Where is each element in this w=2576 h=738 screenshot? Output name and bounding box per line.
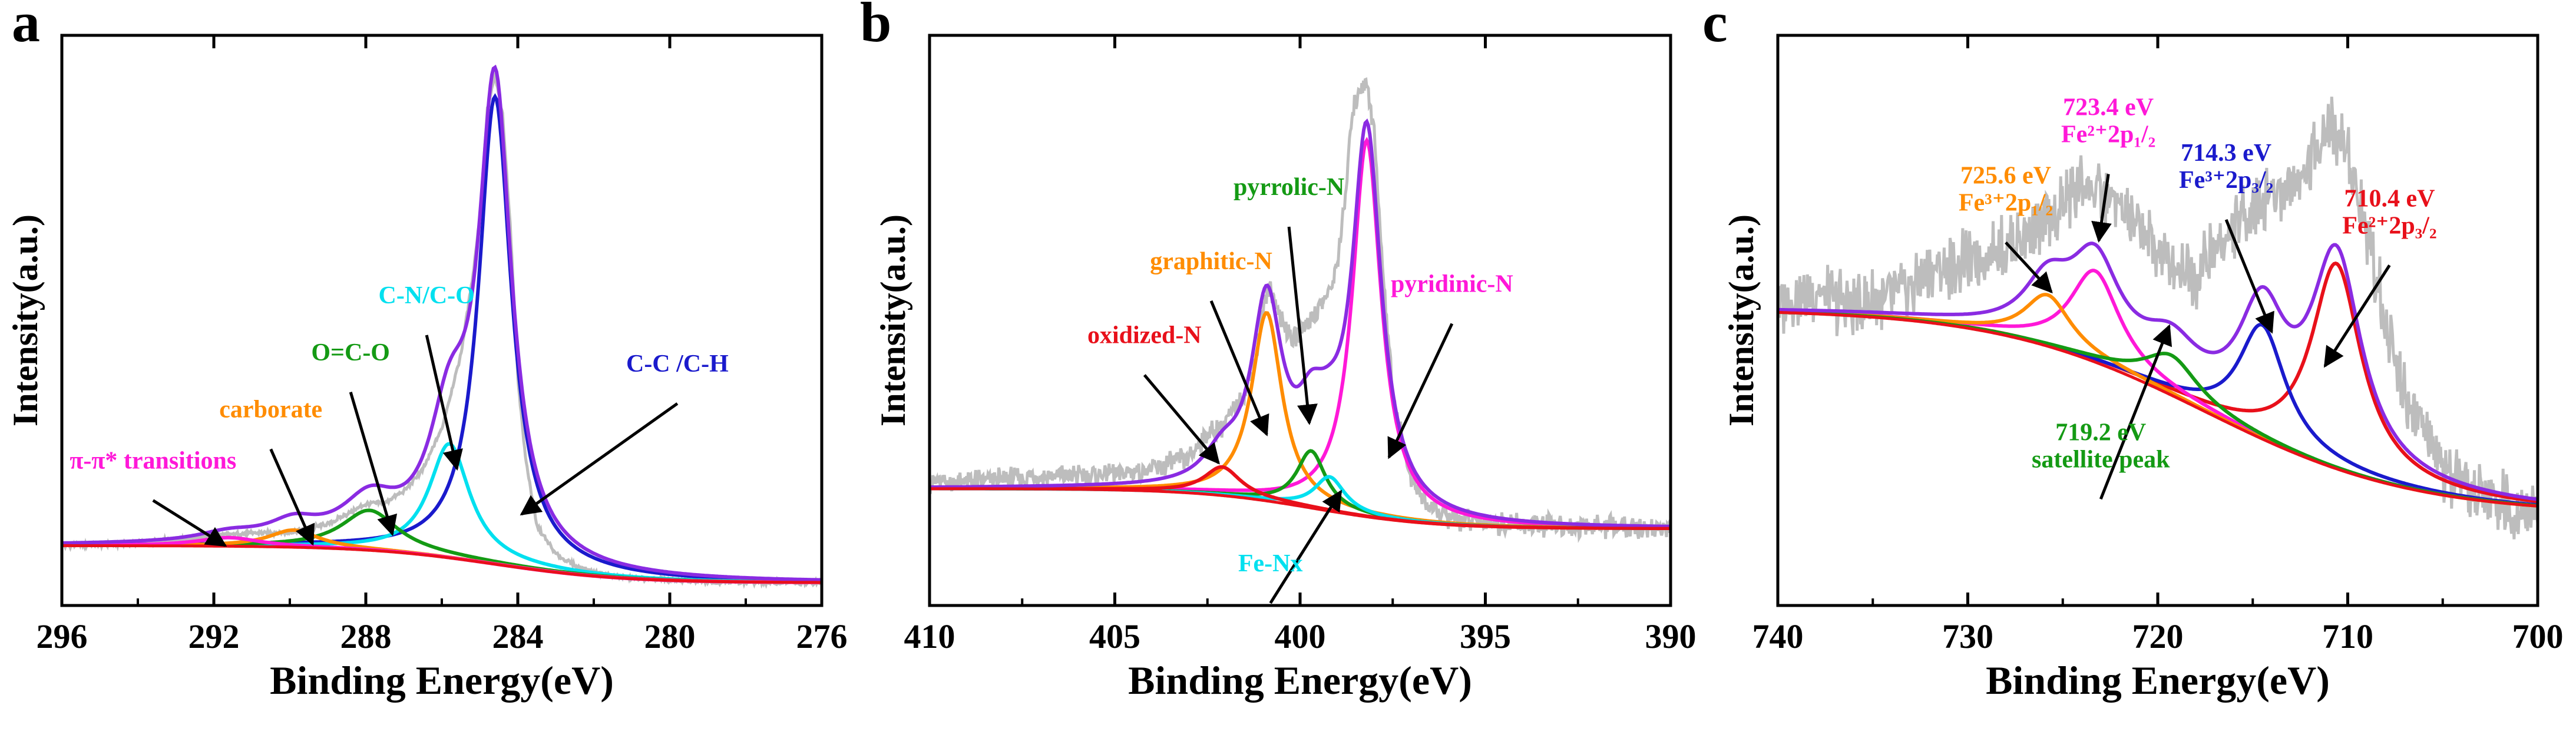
annotation-label-723-4-ev: 723.4 eV — [2063, 94, 2154, 121]
x-tick-label: 720 — [2132, 617, 2184, 656]
annotation-label-oxidized-n: oxidized-N — [1087, 322, 1202, 349]
series-background — [62, 544, 822, 584]
series-c-c-c-h — [61, 93, 822, 583]
x-tick-label: 395 — [1460, 617, 1511, 656]
x-tick-label: 405 — [1089, 617, 1140, 656]
annotation-label-c-n-c-o: C-N/C-O — [379, 282, 475, 309]
annotation-label-c-c-c-h: C-C /C-H — [626, 350, 729, 378]
annotation-label-fe-2p: Fe²⁺2p₁/₂ — [2061, 121, 2155, 148]
series-fitted-envelope — [929, 118, 1671, 528]
x-tick-label: 276 — [796, 617, 848, 656]
y-axis-label: Intensity(a.u.) — [6, 214, 45, 426]
panel-label-a: a — [12, 0, 40, 54]
series-fitted-envelope — [62, 64, 822, 582]
x-tick-label: 292 — [189, 617, 240, 656]
series-satellite-peak — [1777, 310, 2538, 508]
x-tick-label: 280 — [644, 617, 696, 656]
annotation-label-fe-2p: Fe³⁺2p₁/₂ — [1959, 190, 2053, 217]
annotation-arrow — [2224, 219, 2274, 334]
annotation-arrow — [2323, 264, 2391, 368]
annotation-arrow — [349, 392, 398, 537]
annotation-arrow — [1209, 300, 1269, 436]
series-raw-data — [928, 77, 1672, 543]
x-axis-label: Binding Energy(eV) — [270, 658, 614, 703]
annotation-arrow — [1143, 374, 1220, 465]
annotation-label-fe-nx: Fe-Nx — [1238, 550, 1303, 577]
x-tick-label: 296 — [37, 617, 88, 656]
x-tick-label: 284 — [492, 617, 544, 656]
annotation-label-pyrrolic-n: pyrrolic-N — [1234, 174, 1344, 201]
annotation-arrow — [2005, 241, 2053, 294]
annotation-label-710-4-ev: 710.4 eV — [2344, 185, 2435, 212]
series-fe3-2p1-2 — [1777, 293, 2538, 508]
annotation-arrow — [1269, 489, 1342, 604]
series-fe3-2p3-2 — [1777, 310, 2538, 507]
y-axis-label: Intensity(a.u.) — [874, 214, 912, 426]
annotation-label-graphitic-n: graphitic-N — [1150, 248, 1272, 275]
x-tick-label: 700 — [2512, 617, 2564, 656]
series-fitted-envelope — [1777, 241, 2538, 501]
annotation-label-carborate: carborate — [219, 396, 322, 423]
x-tick-label: 730 — [1942, 617, 1993, 656]
annotation-arrow — [152, 499, 227, 547]
annotation-arrow — [269, 448, 315, 546]
annotation-arrow — [2091, 174, 2112, 243]
annotation-label-satellite-peak: satellite peak — [2032, 446, 2170, 473]
panel-a: a C-C /C-H C-N/C-O O=C-O carborate π-π* trans… — [6, 0, 848, 703]
x-tick-label: 390 — [1645, 617, 1697, 656]
annotation-label-fe-2p: Fe³⁺2p₃/₂ — [2179, 167, 2273, 194]
annotation-arrow — [425, 335, 463, 471]
annotation-label-o-c-o: O=C-O — [311, 339, 390, 366]
panel-b: b pyrrolic-N graphitic-N oxidized-N pyridini… — [860, 0, 1697, 703]
panel-label-c: c — [1702, 0, 1728, 54]
series-background — [1777, 310, 2538, 508]
x-tick-label: 288 — [340, 617, 392, 656]
x-tick-label: 740 — [1752, 617, 1804, 656]
annotation-arrow — [520, 402, 679, 516]
series-raw-data — [1776, 97, 2539, 540]
x-tick-label: 710 — [2322, 617, 2373, 656]
annotation-label-pyridinic-n: pyridinic-N — [1391, 271, 1513, 298]
annotation-arrow — [2099, 324, 2172, 500]
annotation-arrow — [1287, 226, 1318, 425]
annotation-label-719-2-ev: 719.2 eV — [2055, 419, 2146, 446]
series-background — [930, 487, 1671, 530]
x-axis-label: Binding Energy(eV) — [1128, 658, 1472, 703]
y-axis-label: Intensity(a.u.) — [1722, 214, 1761, 426]
annotation-label-transitions: π-π* transitions — [70, 448, 236, 475]
annotation-label-725-6-ev: 725.6 eV — [1960, 163, 2051, 190]
annotation-arrow — [1387, 323, 1454, 459]
annotation-label-fe-2p: Fe²⁺2p₃/₂ — [2342, 212, 2436, 239]
x-axis-label: Binding Energy(eV) — [1986, 658, 2330, 703]
x-tick-label: 410 — [904, 617, 955, 656]
series-raw-data — [60, 70, 823, 590]
panel-label-b: b — [860, 0, 891, 54]
x-tick-label: 400 — [1275, 617, 1326, 656]
plot-frame — [60, 34, 824, 607]
annotation-label-714-3-ev: 714.3 eV — [2181, 140, 2271, 167]
